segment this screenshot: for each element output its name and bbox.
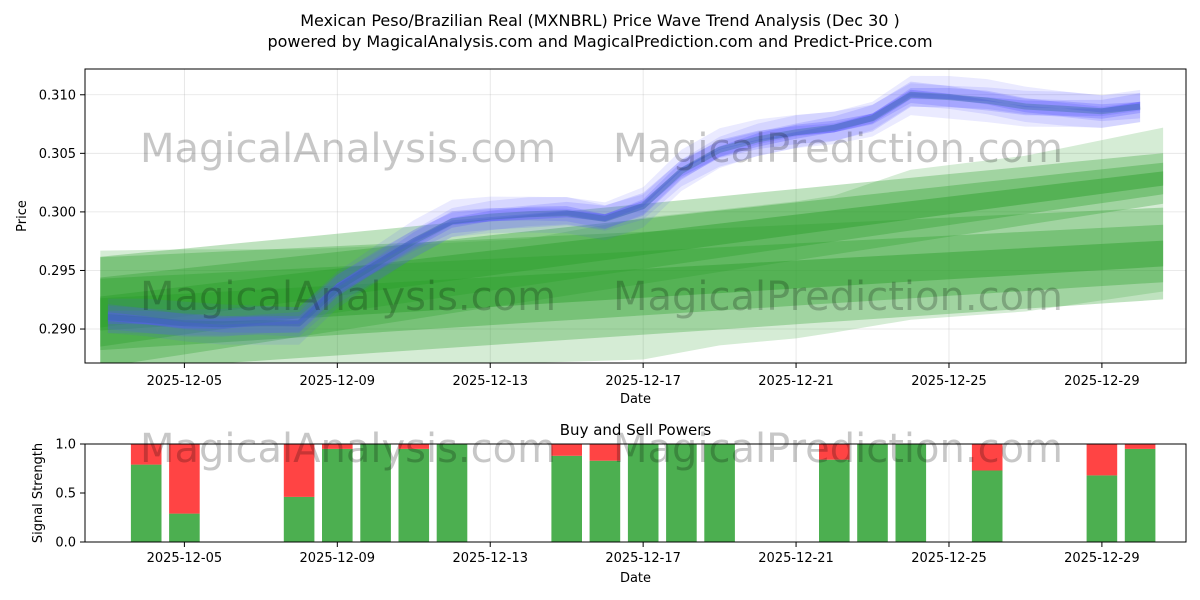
sub-x-tick-label: 2025-12-21: [758, 551, 834, 566]
blue-wave-band: [107, 92, 1141, 327]
main-y-tick-label: 0.290: [39, 323, 76, 338]
chart-title-line2: powered by MagicalAnalysis.com and Magic…: [267, 32, 932, 51]
main-y-tick-label: 0.300: [39, 205, 76, 220]
sell-power-bar: [283, 444, 315, 497]
sub-x-tick-label: 2025-12-29: [1064, 551, 1140, 566]
main-x-tick-label: 2025-12-13: [452, 374, 528, 389]
sub-plot-area: [130, 444, 1156, 542]
watermark-layer: MagicalAnalysis.com MagicalPrediction.com…: [140, 126, 1063, 472]
watermark-text: MagicalAnalysis.com: [140, 426, 556, 472]
green-wave-band: [100, 224, 1164, 351]
sub-chart-title: Buy and Sell Powers: [560, 421, 712, 439]
main-x-tick-label: 2025-12-05: [147, 374, 223, 389]
sell-power-bar: [398, 444, 430, 449]
sub-x-tick-label: 2025-12-13: [452, 551, 528, 566]
main-axes: 2025-12-05 2025-12-09 2025-12-13 2025-12-17…: [15, 68, 1187, 407]
buy-power-bar: [666, 444, 697, 542]
buy-power-bar: [857, 444, 888, 542]
sub-y-tick-label: 0.5: [55, 487, 76, 502]
main-x-tick-label: 2025-12-21: [758, 374, 834, 389]
buy-power-bar: [436, 444, 468, 542]
sell-power-bar: [971, 444, 1003, 471]
main-x-tick-label: 2025-12-09: [300, 374, 376, 389]
buy-power-bar: [283, 496, 315, 542]
buy-power-bar: [360, 444, 391, 542]
sell-power-bar: [589, 444, 621, 461]
main-axes-frame: [84, 68, 1187, 364]
blue-wave-band: [107, 81, 1141, 337]
buy-power-bar: [322, 448, 353, 542]
main-y-tick-label: 0.295: [39, 264, 76, 279]
sell-power-bar: [819, 444, 850, 460]
sub-y-tick-label: 0.0: [55, 536, 76, 551]
main-x-tick-label: 2025-12-29: [1064, 374, 1140, 389]
buy-power-bar: [551, 455, 582, 542]
blue-wave-band: [107, 89, 1141, 329]
main-y-axis-label: Price: [15, 200, 30, 232]
buy-power-bar: [398, 448, 430, 542]
sub-x-tick-label: 2025-12-09: [300, 551, 376, 566]
sell-power-bar: [322, 444, 353, 449]
main-x-axis-label: Date: [620, 392, 651, 407]
sell-power-bar: [169, 444, 200, 514]
watermark-text: MagicalAnalysis.com: [140, 126, 556, 172]
blue-wave-band: [107, 75, 1141, 345]
watermark-text: MagicalPrediction.com: [613, 426, 1063, 472]
sub-x-tick-label: 2025-12-05: [147, 551, 223, 566]
main-plot-area: [100, 75, 1164, 363]
buy-power-bar: [895, 444, 927, 542]
blue-wave-core: [107, 91, 1141, 328]
green-wave-band: [100, 171, 1164, 328]
buy-power-bar: [589, 460, 621, 542]
sell-power-bar: [551, 444, 582, 456]
main-x-tick-label: 2025-12-17: [605, 374, 681, 389]
buy-power-bar: [1086, 475, 1118, 542]
sell-power-bar: [130, 444, 162, 465]
main-x-tick-label: 2025-12-25: [911, 374, 987, 389]
main-grid: [85, 69, 1186, 363]
blue-wave-band: [107, 83, 1141, 337]
sub-y-tick-label: 1.0: [55, 438, 76, 453]
green-wave-band: [100, 240, 1164, 331]
sell-power-bar: [1124, 444, 1156, 449]
watermark-text: MagicalPrediction.com: [613, 274, 1063, 320]
main-y-tick-label: 0.310: [39, 88, 76, 103]
green-wave-band: [100, 162, 1164, 347]
buy-power-bar: [819, 459, 850, 542]
main-y-tick-label: 0.305: [39, 147, 76, 162]
blue-wave-band: [107, 88, 1141, 334]
buy-power-bar: [627, 444, 659, 542]
buy-power-bar: [130, 464, 162, 542]
buy-power-bar: [704, 444, 735, 542]
chart-title-line1: Mexican Peso/Brazilian Real (MXNBRL) Pri…: [300, 11, 900, 30]
green-wave-band: [100, 207, 1164, 363]
green-wave-band: [100, 153, 1164, 363]
buy-power-bar: [1124, 448, 1156, 542]
sub-axes: 2025-12-05 2025-12-09 2025-12-13 2025-12-17…: [31, 421, 1187, 586]
watermark-text: MagicalAnalysis.com: [140, 274, 556, 320]
sub-y-axis-label: Signal Strength: [31, 443, 46, 543]
buy-power-bar: [971, 470, 1003, 542]
sub-x-axis-label: Date: [620, 571, 651, 586]
sub-x-tick-label: 2025-12-25: [911, 551, 987, 566]
watermark-text: MagicalPrediction.com: [613, 126, 1063, 172]
green-envelope: [100, 127, 1164, 363]
sell-power-bar: [1086, 444, 1118, 476]
sub-x-tick-label: 2025-12-17: [605, 551, 681, 566]
buy-power-bar: [169, 513, 200, 542]
